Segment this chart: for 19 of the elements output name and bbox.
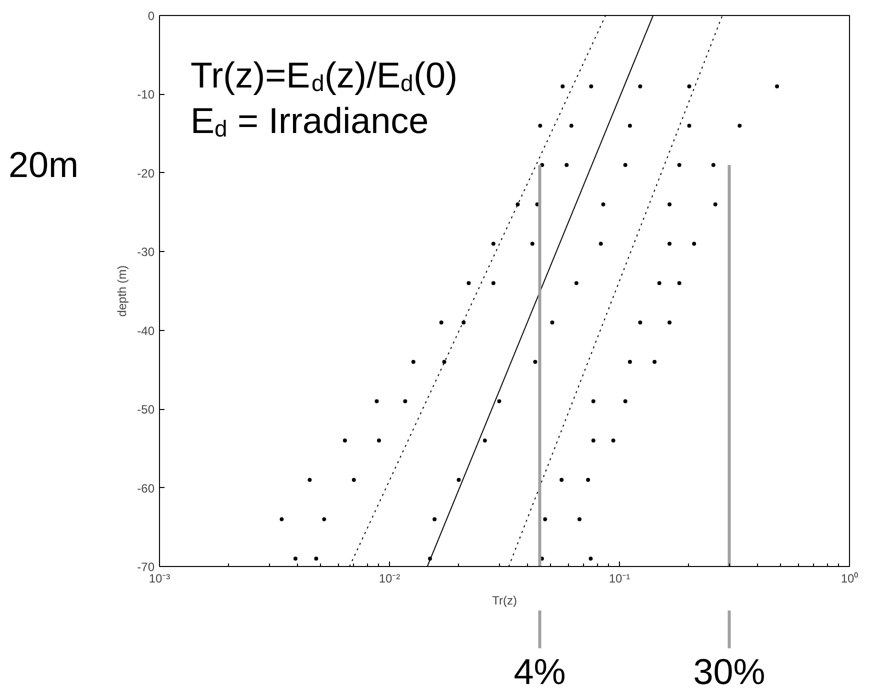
y-tick-label: -70 <box>137 560 155 574</box>
y-tick-label: -30 <box>137 245 155 260</box>
y-tick-label: 0 <box>148 9 155 23</box>
x-tick-label: 10⁻² <box>378 572 400 586</box>
x-tick-label: 10⁰ <box>840 572 858 586</box>
annotation: Tr(z)=Ed(z)/Ed(0) <box>190 54 458 96</box>
y-tick-label: -10 <box>137 88 155 102</box>
y-tick-label: -20 <box>137 166 155 180</box>
y-axis-title: depth (m) <box>115 265 130 317</box>
legend-label: 30% <box>693 650 766 692</box>
x-axis-title: Tr(z) <box>492 594 517 608</box>
annotation: Ed = Irradiance <box>190 100 429 142</box>
x-tick-label: 10⁻¹ <box>608 572 630 586</box>
y-tick-label: -50 <box>137 402 155 417</box>
legend-label: 4% <box>514 650 566 692</box>
x-tick-label: 10⁻³ <box>148 572 170 586</box>
text: 20m <box>8 144 79 185</box>
y-tick-label: -40 <box>137 324 155 338</box>
y-tick-label: -60 <box>137 481 155 496</box>
